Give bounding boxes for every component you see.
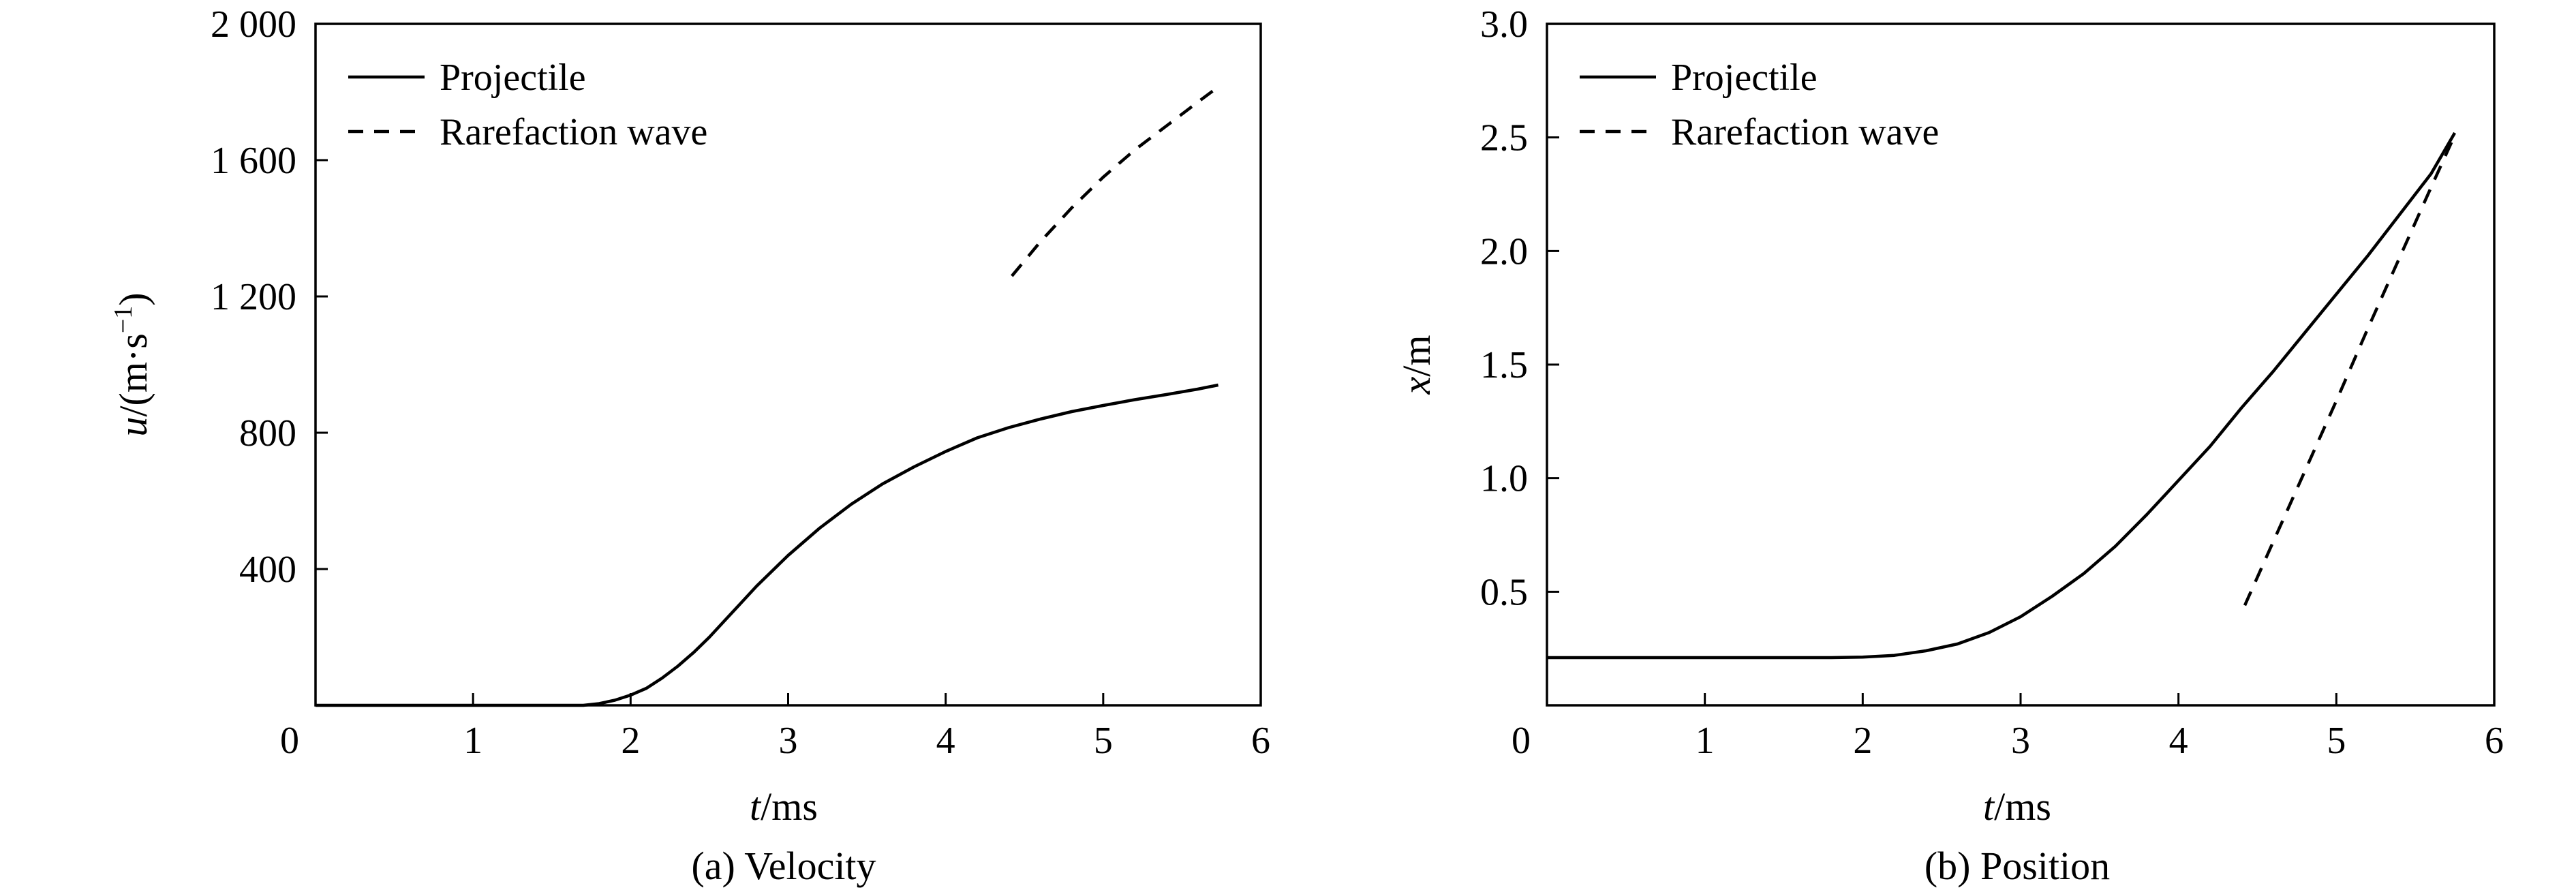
x-tick-label: 4	[2169, 720, 2188, 762]
x-axis-variable: t	[1983, 784, 1995, 829]
y-axis-title: u/(m·s−1)	[109, 292, 155, 436]
y-tick-label: 1.0	[1480, 458, 1528, 500]
y-axis-title: x/m	[1394, 335, 1439, 395]
y-axis-unit-close: )	[111, 292, 155, 305]
x-tick-label: 6	[2485, 720, 2504, 762]
x-tick-label: 6	[1251, 720, 1270, 762]
x-tick-label: 5	[1094, 720, 1113, 762]
series-line-projectile	[1547, 132, 2457, 660]
x-axis-title: t/ms	[750, 784, 818, 829]
y-tick-label: 0.5	[1480, 571, 1528, 613]
y-tick-label: 1 200	[211, 276, 296, 318]
x-tick-label: 4	[936, 720, 955, 762]
legend-label: Rarefaction wave	[440, 111, 707, 153]
series-line-rarefaction-wave	[2243, 134, 2457, 607]
x-tick-label: 5	[2327, 720, 2346, 762]
x-tick-label: 0	[280, 720, 299, 762]
x-tick-label: 0	[1512, 720, 1531, 762]
chart-panel-velocity: 0 1 2 3 4 5 6 400 800 1 200 1 600 2 000 Projectile Ra…	[109, 3, 1270, 888]
x-tick-label: 1	[1696, 720, 1715, 762]
x-axis-variable: t	[750, 784, 762, 829]
x-tick-label: 3	[2011, 720, 2030, 762]
x-axis-unit: /ms	[1994, 784, 2051, 829]
y-tick-label: 2.5	[1480, 117, 1528, 159]
x-tick-label: 2	[621, 720, 640, 762]
y-tick-label: 400	[239, 549, 296, 591]
x-axis-title: t/ms	[1983, 784, 2051, 829]
y-tick-label: 3.0	[1480, 3, 1528, 46]
x-tick-label: 3	[779, 720, 798, 762]
legend-label: Projectile	[1671, 57, 1818, 99]
chart-caption: (a) Velocity	[691, 844, 876, 888]
chart-caption: (b) Position	[1925, 844, 2110, 888]
y-tick-label: 2 000	[211, 3, 296, 46]
y-tick-label: 1.5	[1480, 344, 1528, 386]
series-line-projectile	[316, 383, 1219, 707]
y-axis-unit-exponent: −1	[109, 306, 138, 333]
y-tick-label: 1 600	[211, 140, 296, 182]
x-tick-label: 2	[1853, 720, 1872, 762]
y-axis-unit: /(m·s	[111, 333, 155, 416]
x-axis-unit: /ms	[761, 784, 818, 829]
y-axis-unit: /m	[1394, 335, 1439, 377]
series-line-rarefaction-wave	[1011, 85, 1219, 277]
y-tick-label: 2.0	[1480, 230, 1528, 273]
x-tick-label: 1	[463, 720, 482, 762]
y-axis-variable: u	[111, 417, 155, 437]
legend-label: Rarefaction wave	[1671, 111, 1939, 153]
legend-label: Projectile	[440, 57, 586, 99]
chart-panel-position: 0 1 2 3 4 5 6 0.5 1.0 1.5 2.0 2.5 3.0 Projectile Raref…	[1394, 3, 2504, 888]
y-axis-variable: x	[1394, 376, 1439, 395]
y-tick-label: 800	[239, 412, 296, 455]
